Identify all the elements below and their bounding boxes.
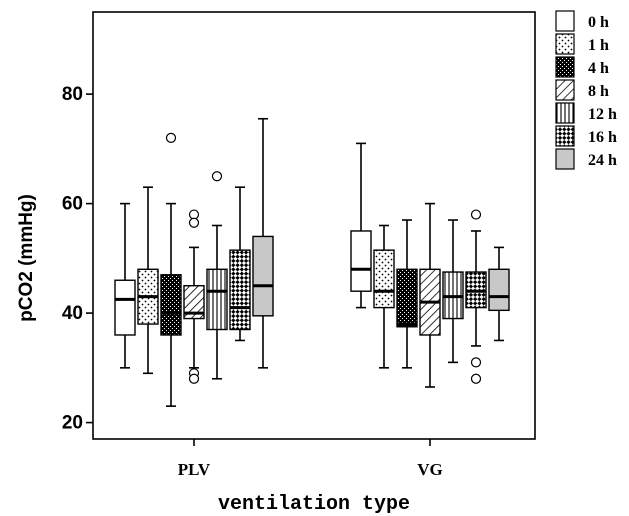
legend-swatch bbox=[555, 148, 575, 170]
outlier-point bbox=[470, 209, 482, 220]
y-tick-label: 80 bbox=[62, 84, 83, 105]
x-tick-label: VG bbox=[417, 460, 443, 479]
box-iqr bbox=[229, 249, 251, 331]
box-iqr bbox=[183, 285, 205, 320]
legend-swatch bbox=[555, 10, 575, 32]
box-groups bbox=[114, 117, 510, 407]
box-iqr bbox=[160, 274, 182, 336]
y-tick-label: 60 bbox=[62, 194, 83, 215]
box-iqr bbox=[350, 230, 372, 292]
y-tick-label: 20 bbox=[62, 413, 83, 434]
box-1h-VG bbox=[373, 224, 395, 369]
box-iqr bbox=[206, 268, 228, 331]
outlier-point bbox=[188, 373, 200, 384]
plot-frame bbox=[92, 11, 536, 440]
y-axis-title: pCO2 (mmHg) bbox=[16, 194, 37, 322]
legend-label: 16 h bbox=[588, 129, 617, 146]
legend-swatch bbox=[555, 56, 575, 78]
x-axis-title: ventilation type bbox=[218, 493, 410, 516]
box-24h-PLV bbox=[252, 117, 274, 369]
box-0h-VG bbox=[350, 142, 372, 309]
box-16h-PLV bbox=[229, 186, 251, 342]
box-24h-VG bbox=[488, 246, 510, 342]
box-iqr bbox=[373, 249, 395, 309]
box-8h-VG bbox=[419, 202, 441, 388]
box-4h-PLV bbox=[160, 132, 182, 407]
outlier-point bbox=[165, 132, 177, 144]
legend-label: 4 h bbox=[588, 60, 609, 77]
outlier-point bbox=[211, 171, 223, 182]
legend-label: 24 h bbox=[588, 152, 617, 169]
box-12h-VG bbox=[442, 219, 464, 364]
y-axis: 20 40 60 80 bbox=[62, 84, 93, 434]
outlier-point bbox=[188, 217, 200, 228]
box-4h-VG bbox=[396, 219, 418, 369]
box-8h-PLV bbox=[183, 209, 205, 384]
legend-label: 12 h bbox=[588, 106, 617, 123]
box-16h-VG bbox=[465, 209, 487, 384]
x-axis: PLV VG bbox=[178, 439, 443, 479]
box-iqr bbox=[114, 279, 136, 336]
legend-swatch bbox=[555, 102, 575, 124]
box-12h-PLV bbox=[206, 171, 228, 380]
legend-label: 8 h bbox=[588, 83, 609, 100]
legend-label: 0 h bbox=[588, 14, 609, 31]
y-tick-label: 40 bbox=[62, 303, 83, 324]
legend-swatch bbox=[555, 33, 575, 55]
legend-swatch bbox=[555, 125, 575, 147]
outlier-point bbox=[470, 373, 482, 384]
outlier-point bbox=[470, 357, 482, 368]
legend: 0 h 1 h 4 h 8 h 12 h 16 h 24 h bbox=[555, 10, 617, 170]
legend-swatch bbox=[555, 79, 575, 101]
box-0h-PLV bbox=[114, 202, 136, 369]
box-iqr bbox=[396, 268, 418, 328]
box-iqr bbox=[252, 235, 274, 317]
x-tick-label: PLV bbox=[178, 460, 211, 479]
box-iqr bbox=[488, 268, 510, 312]
legend-label: 1 h bbox=[588, 37, 609, 54]
box-1h-PLV bbox=[137, 186, 159, 375]
